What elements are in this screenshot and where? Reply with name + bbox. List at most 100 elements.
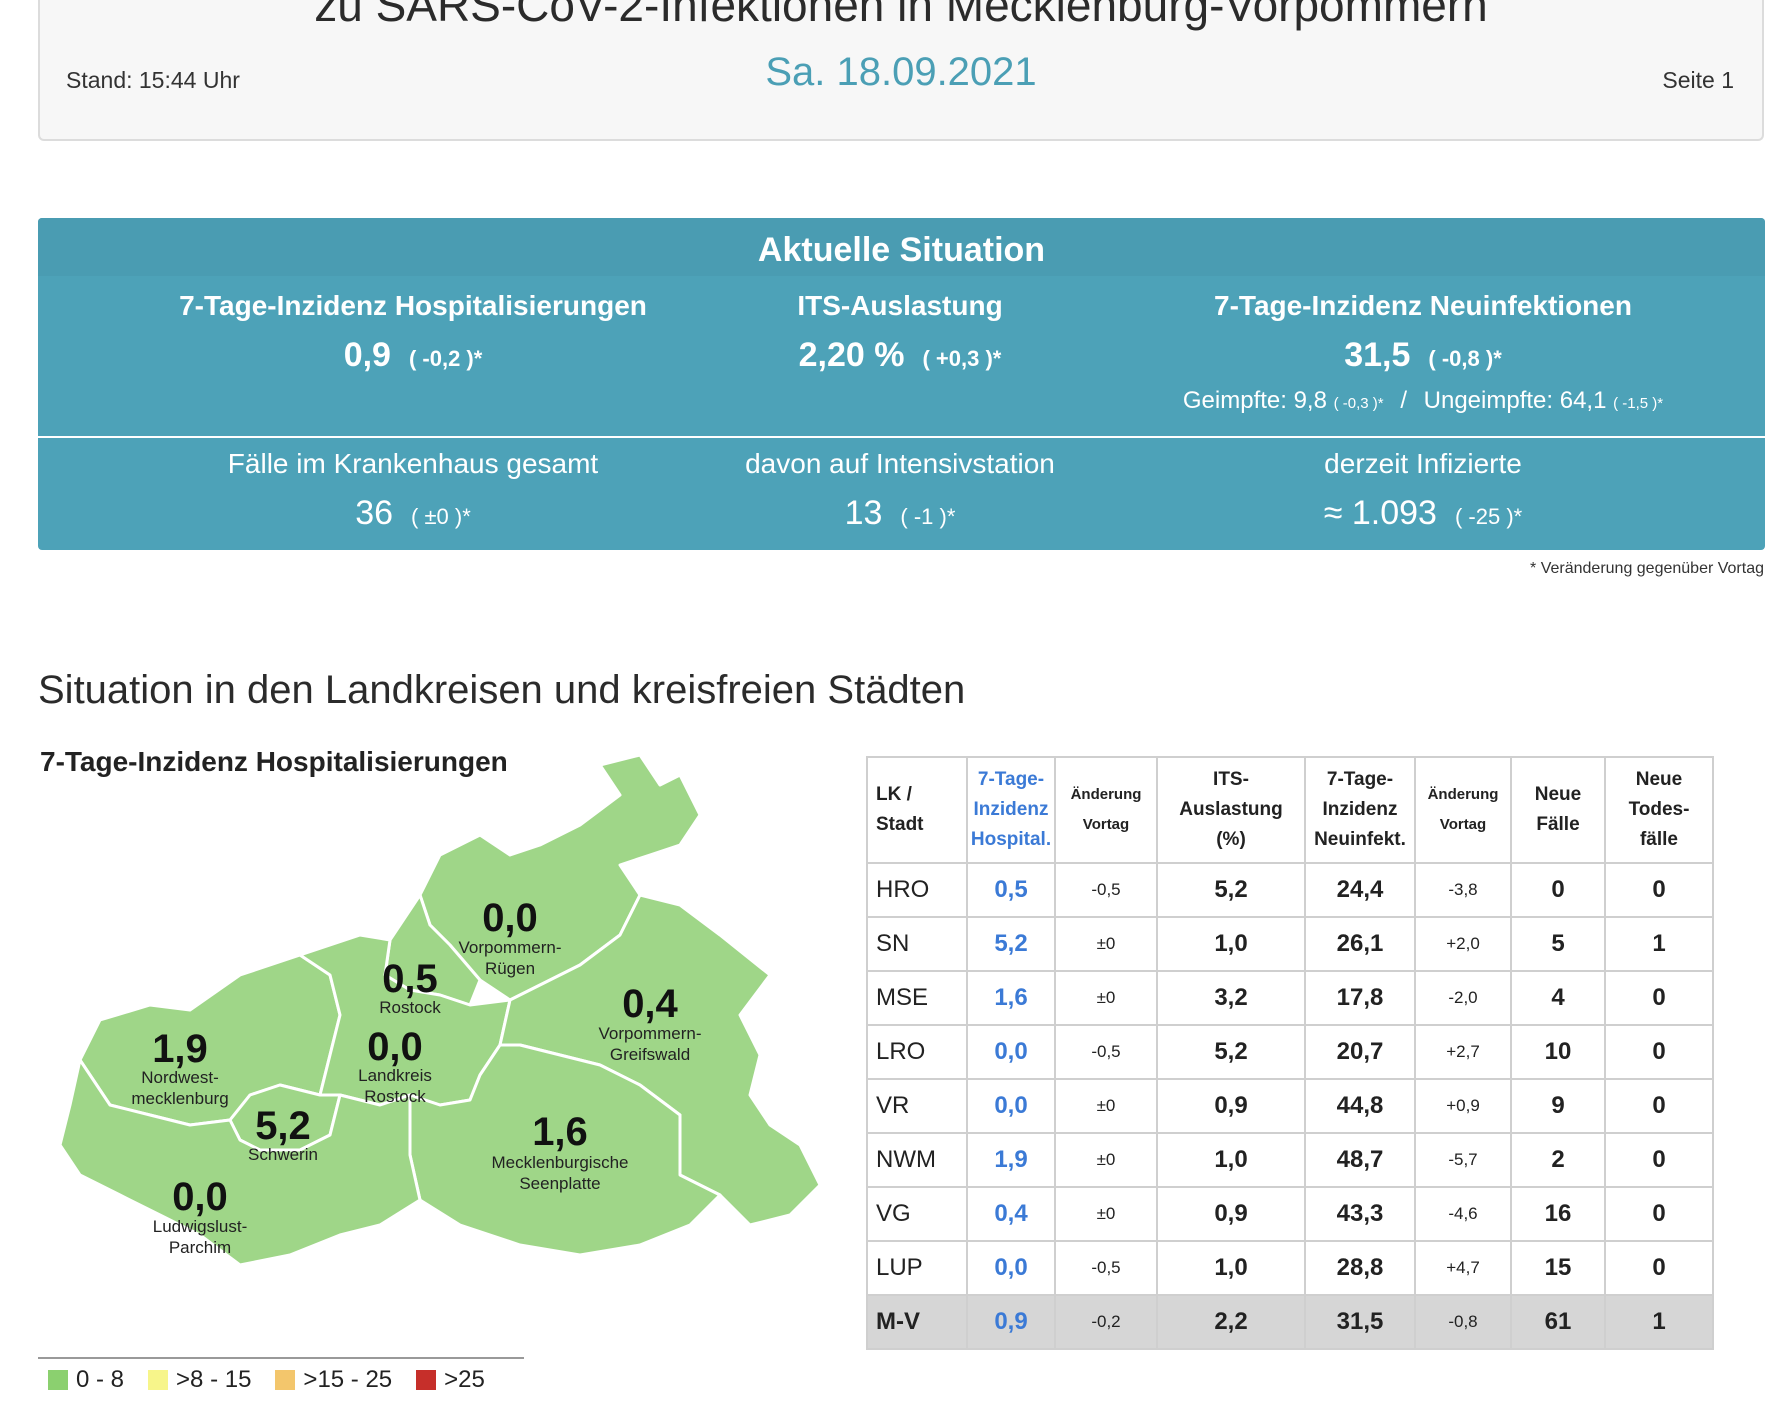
infizierte-block: derzeit Infizierte ≈ 1.093 ( -25 )* (1143, 448, 1703, 533)
cell-inz-chg: +2,0 (1414, 916, 1512, 972)
cell-inz: 48,7 (1304, 1132, 1416, 1188)
map-val-vpr: 0,0 (482, 896, 538, 940)
th-neue-faelle: Neue Fälle (1510, 756, 1606, 864)
legend-item: >8 - 15 (148, 1366, 251, 1394)
map-val-hro: 0,5 (382, 957, 438, 1001)
neuinf-label: 7-Tage-Inzidenz Neuinfektionen (1214, 290, 1632, 321)
cell-its: 1,0 (1156, 916, 1306, 972)
krankenhaus-change: ( ±0 )* (411, 504, 471, 529)
th-hosp-change: Änderung Vortag (1054, 756, 1158, 864)
cell-inz: 24,4 (1304, 862, 1416, 918)
cell-hosp: 0,0 (966, 1024, 1056, 1080)
intensiv-label: davon auf Intensivstation (745, 448, 1055, 479)
cell-tote: 0 (1604, 1240, 1714, 1296)
hosp-value: 0,9 (343, 336, 391, 374)
table-row: VG 0,4 ±0 0,9 43,3 -4,6 16 0 (866, 1186, 1714, 1242)
map-val-lro: 0,0 (367, 1025, 423, 1069)
its-label: ITS-Auslastung (797, 290, 1003, 321)
legend-label: >15 - 25 (303, 1366, 393, 1393)
legend-divider (38, 1357, 524, 1359)
cell-hosp: 1,6 (966, 970, 1056, 1026)
district-table-wrap: LK / Stadt 7-Tage- Inzidenz Hospital. Änder… (866, 756, 1714, 1350)
cell-lk: VR (866, 1078, 968, 1134)
region-map: 0,0 Vorpommern- Rügen 0,5 Rostock 0,4 Vo… (58, 755, 822, 1267)
cell-its: 1,0 (1156, 1132, 1306, 1188)
cell-inz-chg: -0,8 (1414, 1294, 1512, 1350)
cell-its: 1,0 (1156, 1240, 1306, 1296)
cell-lk: SN (866, 916, 968, 972)
cell-hosp-chg: -0,5 (1054, 862, 1158, 918)
hosp-change: ( -0,2 )* (408, 346, 483, 371)
its-change: ( +0,3 )* (922, 346, 1002, 371)
cell-faelle: 4 (1510, 970, 1606, 1026)
header-card: zu SARS-CoV-2-Infektionen in Mecklenburg… (38, 0, 1764, 141)
table-row: HRO 0,5 -0,5 5,2 24,4 -3,8 0 0 (866, 862, 1714, 918)
cell-faelle: 0 (1510, 862, 1606, 918)
legend-label: >8 - 15 (176, 1366, 252, 1393)
cell-hosp-chg: ±0 (1054, 916, 1158, 972)
region-ludwigslust-parchim (58, 1058, 422, 1267)
neuinf-value: 31,5 (1344, 336, 1411, 374)
table-row: LRO 0,0 -0,5 5,2 20,7 +2,7 10 0 (866, 1024, 1714, 1080)
ungeimpfte-change: ( -1,5 )* (1613, 395, 1664, 412)
cell-inz: 28,8 (1304, 1240, 1416, 1296)
table-row: NWM 1,9 ±0 1,0 48,7 -5,7 2 0 (866, 1132, 1714, 1188)
cell-faelle: 15 (1510, 1240, 1606, 1296)
legend-label: >25 (444, 1366, 485, 1393)
th-its: ITS- Auslastung (%) (1156, 756, 1306, 864)
cell-tote: 0 (1604, 970, 1714, 1026)
cell-lk: MSE (866, 970, 968, 1026)
map-labels: 0,0 Vorpommern- Rügen 0,5 Rostock 0,4 Vo… (131, 896, 701, 1257)
map-name-lup-2: Parchim (169, 1238, 231, 1257)
cell-inz-chg: -2,0 (1414, 970, 1512, 1026)
map-name-lro-2: Rostock (364, 1087, 426, 1106)
map-val-sn: 5,2 (255, 1104, 311, 1148)
neuinf-block: 7-Tage-Inzidenz Neuinfektionen 31,5 ( -0,… (1143, 290, 1703, 415)
cell-hosp: 0,9 (966, 1294, 1056, 1350)
map-name-hro-1: Rostock (379, 998, 441, 1017)
cell-faelle: 2 (1510, 1132, 1606, 1188)
cell-faelle: 10 (1510, 1024, 1606, 1080)
legend-swatch (416, 1370, 437, 1390)
cell-hosp-chg: -0,5 (1054, 1240, 1158, 1296)
map-name-mse-2: Seenplatte (519, 1174, 600, 1193)
neuinf-change: ( -0,8 )* (1428, 346, 1502, 371)
hosp-block: 7-Tage-Inzidenz Hospitalisierungen 0,9 ( … (133, 290, 693, 375)
cell-its: 2,2 (1156, 1294, 1306, 1350)
cell-lk: LRO (866, 1024, 968, 1080)
table-row: LUP 0,0 -0,5 1,0 28,8 +4,7 15 0 (866, 1240, 1714, 1296)
cell-hosp-chg: ±0 (1054, 1078, 1158, 1134)
cell-hosp: 0,0 (966, 1240, 1056, 1296)
cell-its: 0,9 (1156, 1186, 1306, 1242)
cell-hosp: 0,0 (966, 1078, 1056, 1134)
intensiv-change: ( -1 )* (900, 504, 956, 529)
cell-hosp-chg: -0,5 (1054, 1024, 1158, 1080)
map-shapes (58, 755, 822, 1267)
cell-its: 0,9 (1156, 1078, 1306, 1134)
cell-inz-chg: +0,9 (1414, 1078, 1512, 1134)
footnote: * Veränderung gegenüber Vortag (1530, 560, 1764, 577)
legend-label: 0 - 8 (76, 1366, 125, 1393)
table-row: VR 0,0 ±0 0,9 44,8 +0,9 9 0 (866, 1078, 1714, 1134)
map-name-lro-1: Landkreis (358, 1066, 432, 1085)
header-page: Seite 1 (1662, 67, 1734, 93)
cell-faelle: 5 (1510, 916, 1606, 972)
cell-lk: LUP (866, 1240, 968, 1296)
map-name-sn-1: Schwerin (248, 1145, 318, 1164)
cell-lk: VG (866, 1186, 968, 1242)
cell-tote: 1 (1604, 1294, 1714, 1350)
map-name-vpr-2: Rügen (485, 959, 535, 978)
cell-hosp: 0,5 (966, 862, 1056, 918)
cell-inz-chg: -5,7 (1414, 1132, 1512, 1188)
region-mecklenburgische-seenplatte (408, 1043, 722, 1257)
section-title: Situation in den Landkreisen und kreisfr… (38, 668, 966, 712)
table-row: SN 5,2 ±0 1,0 26,1 +2,0 5 1 (866, 916, 1714, 972)
ungeimpfte: Ungeimpfte: 64,1 (1423, 387, 1607, 414)
cell-faelle: 61 (1510, 1294, 1606, 1350)
cell-hosp-chg: ±0 (1054, 1132, 1158, 1188)
situation-panel: Aktuelle Situation 7-Tage-Inzidenz Hospi… (38, 218, 1765, 550)
cell-lk: M-V (866, 1294, 968, 1350)
region-vorpommern-ruegen (418, 755, 702, 1002)
infizierte-value: ≈ 1.093 (1323, 494, 1437, 532)
map-name-nwm-1: Nordwest- (141, 1068, 218, 1087)
